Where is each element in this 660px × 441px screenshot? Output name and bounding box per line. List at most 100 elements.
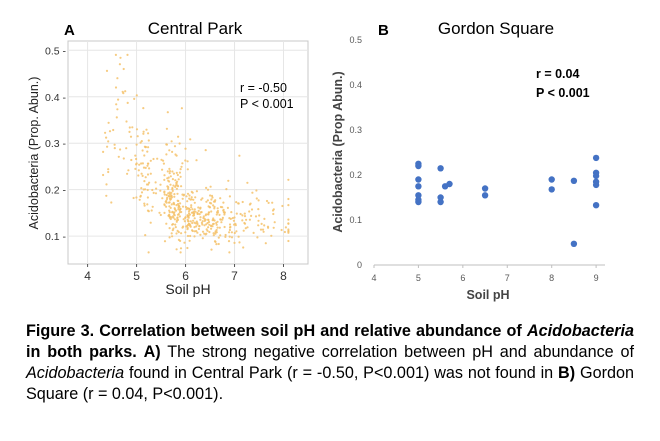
panel-a-point [184, 147, 187, 150]
panel-a-point [186, 168, 189, 171]
panel-a-central-park: 4 5 6 7 8 0.1 - 0.2 - 0.3 - 0.4 - 0.5 - A Centra… [27, 19, 309, 297]
panel-a-point [168, 197, 171, 200]
panel-a-point [272, 226, 275, 229]
panel-a-point [174, 179, 177, 182]
caption-lead-bold-end: in both parks. [26, 343, 137, 361]
panel-a-x-tick-label: 4 [84, 269, 91, 283]
panel-a-point [168, 170, 172, 173]
panel-a-point [167, 201, 171, 204]
panel-a-point [210, 248, 213, 251]
panel-a-point [267, 226, 270, 229]
panel-a-point [228, 228, 231, 232]
panel-a-point [210, 210, 213, 213]
panel-a-point [217, 236, 220, 239]
panel-a-point [188, 194, 191, 197]
panel-a-point [204, 233, 207, 236]
panel-a-point [168, 167, 171, 170]
panel-a-point [107, 121, 110, 124]
panel-a-point [185, 208, 188, 211]
panel-a-point [168, 236, 171, 239]
panel-a-point [250, 214, 253, 217]
panel-a-point [198, 224, 201, 228]
panel-a-point [162, 159, 165, 162]
panel-a-point [165, 222, 168, 225]
panel-a-point [190, 206, 193, 209]
panel-a-point [162, 162, 165, 165]
panel-a-point [183, 220, 186, 223]
panel-a-point [245, 218, 248, 221]
panel-a-point [244, 227, 247, 230]
panel-a-point [195, 225, 198, 228]
panel-a-point [136, 135, 139, 138]
panel-a-point [143, 154, 146, 157]
panel-a-point [194, 210, 197, 213]
panel-a-point [165, 199, 168, 203]
panel-a-point [235, 201, 238, 204]
panel-a-point [142, 130, 145, 133]
panel-a-point [165, 127, 168, 130]
panel-a-point [215, 228, 218, 232]
panel-a-point [184, 205, 187, 209]
panel-b-y-tick-label: 0 [357, 260, 362, 270]
panel-a-point [150, 209, 153, 212]
panel-a-point [134, 154, 137, 157]
panel-b-point [437, 198, 444, 206]
panel-a-point [121, 90, 124, 93]
panel-a-point [252, 231, 255, 234]
panel-a-point [190, 204, 193, 207]
panel-a-point [257, 224, 260, 227]
panel-a-point [251, 191, 254, 194]
panel-a-point [194, 222, 197, 225]
panel-b-x-tick-label: 5 [416, 273, 421, 283]
panel-a-point [221, 218, 224, 221]
panel-a-point [185, 195, 188, 198]
panel-a-point [113, 147, 116, 150]
panel-a-point [239, 212, 242, 216]
panel-a-point [139, 195, 142, 198]
panel-a-point [106, 145, 109, 148]
panel-a-point [173, 145, 177, 148]
panel-a-point [215, 243, 218, 246]
panel-b-point [592, 181, 600, 189]
panel-a-point [197, 209, 200, 212]
panel-a-point [171, 211, 174, 214]
panel-a-point [215, 221, 218, 225]
panel-a-point [188, 239, 191, 242]
panel-a-point [163, 211, 166, 214]
figure-caption: Figure 3. Correlation between soil pH an… [26, 321, 634, 405]
panel-a-point [165, 201, 168, 204]
panel-a-point [168, 149, 171, 152]
panel-a-point [195, 159, 198, 162]
panel-a-title: Central Park [148, 19, 243, 38]
panel-a-point [129, 135, 133, 138]
panel-a-point [156, 157, 159, 160]
panel-a-point [178, 171, 181, 174]
panel-a-point [193, 217, 196, 220]
panel-a-point [127, 169, 130, 172]
panel-b-point [446, 180, 453, 188]
panel-a-point [155, 187, 158, 190]
panel-a-point [171, 189, 174, 192]
panel-a-point [283, 230, 286, 234]
panel-a-point [181, 197, 184, 200]
panel-a-point [173, 218, 176, 221]
panel-a-point [140, 187, 143, 190]
panel-a-point [110, 201, 113, 204]
panel-a-point [119, 56, 122, 59]
panel-a-point [173, 203, 176, 206]
panel-a-point [216, 209, 219, 213]
panel-a-point [154, 181, 157, 184]
panel-a-point [161, 168, 164, 171]
panel-a-point [132, 196, 135, 200]
panel-a-point [188, 223, 191, 226]
panel-a-point [159, 213, 162, 217]
panel-a-point [238, 241, 241, 244]
panel-a-point [105, 69, 109, 72]
panel-a-y-tick-label: 0.1 - [45, 231, 67, 243]
panel-b-point [592, 154, 600, 162]
panel-a-point [116, 108, 119, 111]
panel-a-point [261, 228, 265, 231]
panel-a-point [171, 188, 174, 191]
panel-a-point [135, 94, 138, 97]
panel-a-point [212, 232, 215, 235]
